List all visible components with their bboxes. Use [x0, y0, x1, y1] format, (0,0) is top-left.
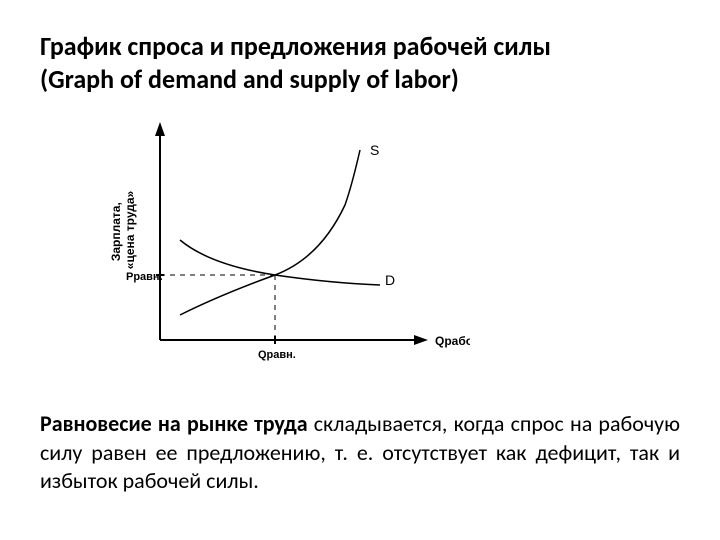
x-axis-label: Qрабочих	[435, 334, 470, 348]
description-bold: Равновесие на рынке труда	[40, 410, 308, 437]
demand-label: D	[385, 272, 395, 288]
eq-quantity-label: Qравн.	[258, 349, 296, 361]
demand-curve	[180, 240, 380, 285]
x-axis-arrow	[414, 335, 428, 345]
eq-price-label: Pравн.	[126, 271, 163, 283]
chart-svg: Зарплата, «цена труда» Qрабочих S D Pрав…	[90, 110, 470, 390]
y-axis-label: Зарплата, «цена труда»	[109, 190, 137, 269]
supply-demand-chart: Зарплата, «цена труда» Qрабочих S D Pрав…	[90, 110, 470, 390]
y-axis-arrow	[155, 122, 165, 136]
supply-curve	[180, 150, 360, 315]
description-text: Равновесие на рынке труда складывается, …	[40, 410, 680, 496]
title-line2: (Graph of demand and supply of labor)	[40, 63, 459, 95]
title-line1: График спроса и предложения рабочей силы	[40, 30, 551, 62]
supply-label: S	[370, 142, 379, 158]
slide-title: График спроса и предложения рабочей силы…	[40, 30, 690, 95]
slide: График спроса и предложения рабочей силы…	[0, 0, 720, 540]
